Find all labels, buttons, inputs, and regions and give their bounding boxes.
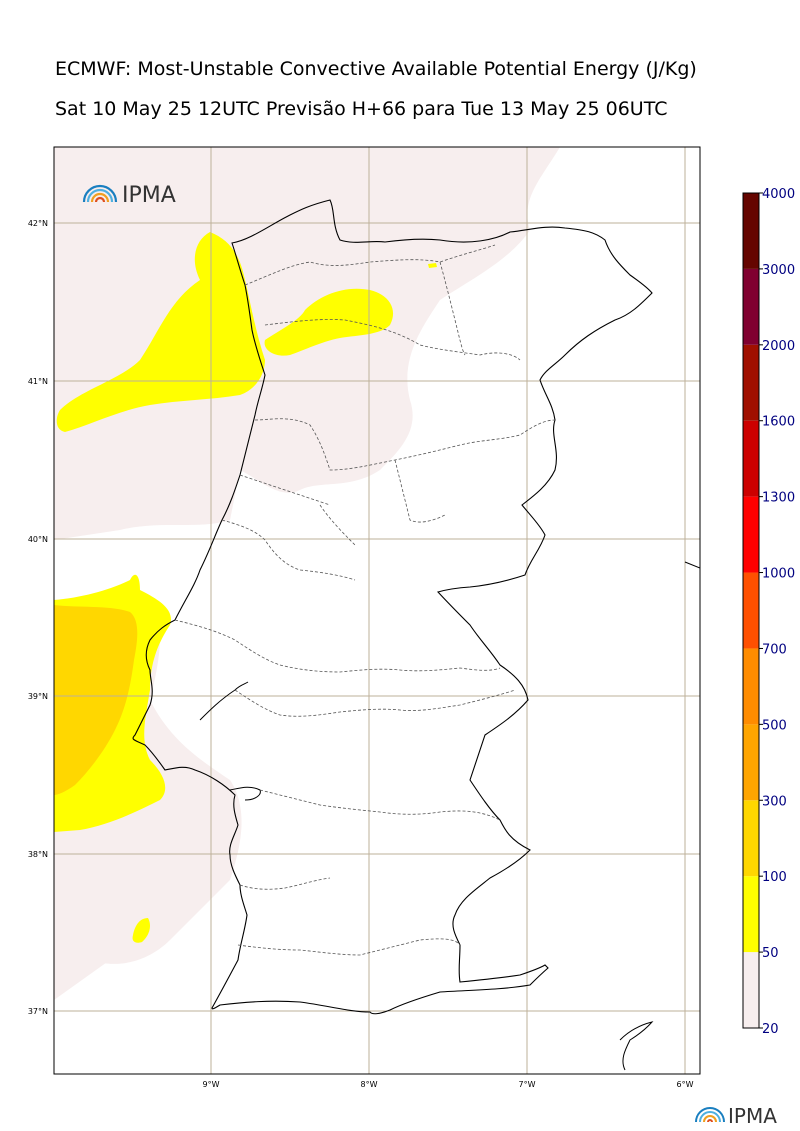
- cape-20-50-southwest-area: [54, 850, 200, 1000]
- lon-tick-8w: 8°W: [361, 1080, 378, 1089]
- cape-50-100-small-patch: [132, 918, 150, 943]
- colorbar-label-20: 20: [762, 1022, 779, 1037]
- graticule: [54, 147, 700, 1074]
- map-title: ECMWF: Most-Unstable Convective Availabl…: [55, 58, 697, 80]
- colorbar-segment-50: [743, 876, 759, 953]
- lon-tick-labels: 9°W 8°W 7°W 6°W: [203, 1080, 694, 1089]
- cape-50-100-tiny-patch: [428, 263, 437, 268]
- lat-tick-41: 41°N: [28, 377, 48, 386]
- cape-100-300-southwest-core: [54, 605, 138, 795]
- lat-tick-labels: 42°N 41°N 40°N 39°N 38°N 37°N: [28, 219, 48, 1016]
- ipma-logo-map: IPMA: [82, 183, 176, 208]
- colorbar-segment-2000: [743, 268, 759, 345]
- colorbar-frame: [742, 192, 760, 1029]
- colorbar-label-50: 50: [762, 946, 779, 961]
- ipma-logo-text: IPMA: [122, 183, 176, 208]
- colorbar-label-500: 500: [762, 718, 787, 733]
- colorbar-segment-100: [743, 800, 759, 877]
- colorbar-label-100: 100: [762, 870, 787, 885]
- ipma-logo-text: IPMA: [728, 1104, 777, 1128]
- colorbar-label-3000: 3000: [762, 263, 795, 278]
- lat-tick-42: 42°N: [28, 219, 48, 228]
- ipma-logo-footer: IPMA: [695, 1104, 777, 1128]
- colorbar-label-1300: 1300: [762, 491, 795, 506]
- cape-50-100-northwest-blob: [56, 232, 265, 432]
- spain-coast-southeast: [619, 1021, 654, 1071]
- district-boundaries: [174, 244, 556, 956]
- lat-tick-40: 40°N: [28, 535, 48, 544]
- map-frame: [53, 146, 701, 1075]
- colorbar-label-700: 700: [762, 642, 787, 657]
- colorbar-segment-1000: [743, 496, 759, 573]
- colorbar-segment-3000: [743, 193, 759, 269]
- lon-tick-6w: 6°W: [677, 1080, 694, 1089]
- colorbar-segment-1600: [743, 344, 759, 421]
- lat-tick-38: 38°N: [28, 850, 48, 859]
- colorbar-label-1000: 1000: [762, 567, 795, 582]
- colorbar-segment-1300: [743, 420, 759, 497]
- lat-tick-39: 39°N: [28, 692, 48, 701]
- map-subtitle: Sat 10 May 25 12UTC Previsão H+66 para T…: [55, 98, 668, 120]
- cape-50-100-inland-blob: [264, 288, 394, 356]
- colorbar: 20 50 100 300 500 700 1000 1300 1600 2000 3000 4000: [742, 187, 795, 1037]
- portugal-outline: [132, 199, 653, 1015]
- right-edge-coast: [684, 561, 700, 569]
- cape-field: [54, 147, 560, 1000]
- colorbar-segment-20: [743, 952, 759, 1028]
- lat-tick-37: 37°N: [28, 1007, 48, 1016]
- colorbar-segment-300: [743, 724, 759, 801]
- lon-tick-7w: 7°W: [519, 1080, 536, 1089]
- colorbar-label-2000: 2000: [762, 339, 795, 354]
- colorbar-label-1600: 1600: [762, 415, 795, 430]
- colorbar-label-4000: 4000: [762, 187, 795, 202]
- colorbar-segment-700: [743, 572, 759, 649]
- colorbar-segment-500: [743, 648, 759, 725]
- rainbow-icon: [695, 1107, 725, 1123]
- lon-tick-9w: 9°W: [203, 1080, 220, 1089]
- colorbar-label-300: 300: [762, 794, 787, 809]
- rainbow-icon: [82, 184, 118, 203]
